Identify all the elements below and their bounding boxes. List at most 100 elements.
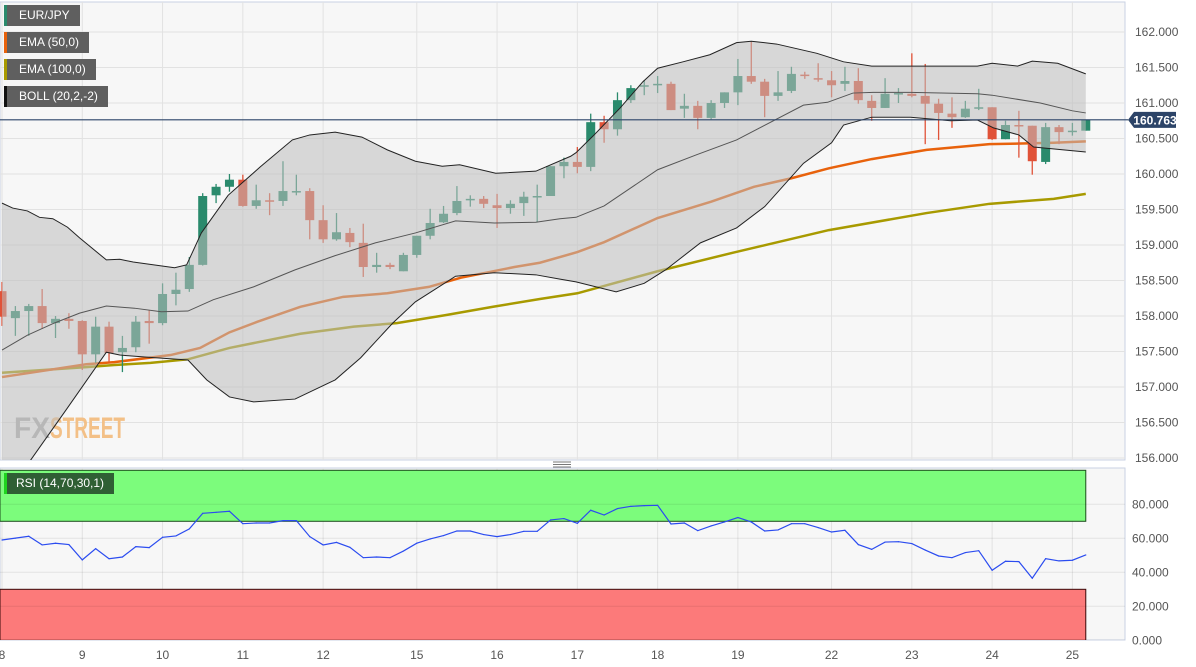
rsi-point [576,522,578,524]
rsi-point [228,510,231,512]
rsi-tick-label: 0.000 [1132,633,1162,647]
rsi-point [442,534,445,537]
rsi-point [830,531,833,533]
rsi-point [710,525,712,527]
rsi-point [630,505,632,507]
rsi-point [924,549,926,551]
current-price-tag [1128,111,1176,128]
rsi-point [322,544,324,546]
rsi-point [429,538,431,540]
rsi-point [1085,554,1087,556]
rsi-point [1071,559,1073,561]
rsi-point [804,523,806,525]
rsi-point [750,521,752,523]
rsi-point [496,536,498,538]
time-tick-label: 22 [825,648,839,662]
rsi-point [563,517,565,520]
price-tick-label: 161.500 [1135,61,1179,75]
time-tick-label: 15 [410,648,424,662]
rsi-point [777,529,779,531]
rsi-point [871,548,873,550]
rsi-point [764,530,766,532]
rsi-point [1045,558,1047,560]
rsi-point [603,514,605,516]
rsi-point [121,556,124,558]
time-tick-label: 23 [905,648,919,662]
rsi-point [14,537,16,539]
rsi-point [215,511,217,513]
time-tick-label: 18 [651,648,665,662]
rsi-point [844,529,846,531]
overbought-zone [0,469,1087,522]
rsi-point [95,548,97,550]
bollinger-lower-line [30,116,1086,460]
rsi-point [951,557,953,559]
legend-label: EMA (100,0) [19,62,86,76]
price-tick-label: 158.500 [1135,274,1179,288]
rsi-point [670,523,672,525]
rsi-point [68,543,70,546]
price-tick-label: 161.000 [1135,96,1179,110]
rsi-point [135,546,137,548]
rsi-point [737,516,739,519]
rsi-point [456,530,458,532]
rsi-point [657,504,659,506]
price-tick-label: 159.500 [1135,203,1179,217]
ema100-line [1,192,1086,375]
panel-resize-handle[interactable] [553,461,571,468]
rsi-tick-label: 60.000 [1132,531,1169,545]
rsi-line [1,504,1086,580]
bollinger-band-fill [2,41,1086,460]
legend-ema50[interactable]: EMA (50,0) [4,32,90,53]
price-tick-label: 156.500 [1135,416,1179,430]
legend-eurjpy[interactable]: EUR/JPY [4,5,80,26]
rsi-point [938,555,940,557]
rsi-point [28,535,30,537]
rsi-point [683,522,685,524]
rsi-point [790,523,793,525]
rsi-point [1058,560,1060,562]
rsi-point [309,536,311,538]
legend-boll[interactable]: BOLL (20,2,-2) [4,86,108,107]
rsi-point [1004,560,1007,562]
rsi-point [202,512,204,514]
price-tick-label: 160.500 [1135,132,1179,146]
rsi-point [509,533,512,536]
rsi-point [897,541,900,543]
time-tick-label: 17 [571,648,585,662]
rsi-point [1,539,3,541]
rsi-point [1018,560,1020,563]
rsi-point [41,544,43,546]
rsi-point [884,541,886,543]
rsi-point [402,550,404,552]
legend-label: EUR/JPY [19,8,70,22]
legend-ema100[interactable]: EMA (100,0) [4,59,96,80]
rsi-point [188,528,190,530]
rsi-point [242,523,244,525]
candle-body [626,88,636,101]
legend-rsi[interactable]: RSI (14,70,30,1) [4,473,115,494]
rsi-point [108,558,110,560]
rsi-point [857,543,859,546]
oversold-zone [0,588,1087,640]
rsi-point [269,522,271,524]
time-tick-label: 8 [0,648,6,662]
rsi-point [911,542,913,545]
rsi-tick-label: 20.000 [1132,599,1169,613]
price-tick-label: 162.000 [1135,25,1179,39]
rsi-point [469,530,471,532]
candle-body [224,179,234,187]
watermark-street: STREET [50,412,125,445]
rsi-point [697,530,699,532]
time-tick-label: 11 [237,648,250,662]
bollinger-upper-line [1,40,1086,269]
price-tick-label: 157.500 [1135,345,1179,359]
legend-label: RSI (14,70,30,1) [16,476,105,490]
rsi-point [483,533,485,536]
rsi-point [590,509,592,511]
rsi-point [643,505,645,507]
candle [224,174,234,192]
rsi-point [616,507,619,510]
rsi-point [335,541,338,543]
